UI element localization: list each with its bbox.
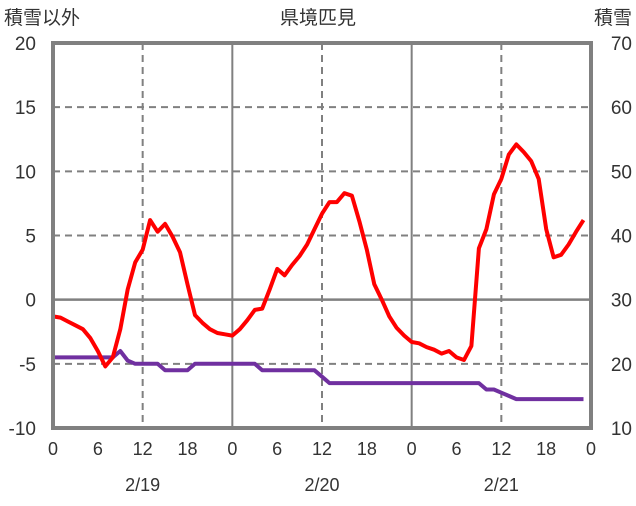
x-tick-label: 0	[586, 439, 596, 459]
x-tick-label: 0	[227, 439, 237, 459]
left-tick-label: 15	[15, 98, 36, 119]
chart-title: 県境匹見	[280, 7, 356, 29]
right-tick-label: 30	[611, 291, 632, 312]
x-tick-label: 12	[133, 439, 153, 459]
left-axis-label: 積雪以外	[4, 7, 80, 29]
x-tick-label: 18	[357, 439, 377, 459]
x-tick-label: 12	[491, 439, 511, 459]
x-tick-label: 0	[407, 439, 417, 459]
left-tick-label: -10	[9, 419, 36, 440]
series-layer	[52, 142, 586, 402]
x-tick-label: 18	[177, 439, 197, 459]
left-tick-label: 10	[15, 162, 36, 183]
left-tick-label: 0	[25, 291, 36, 312]
right-tick-label: 70	[611, 34, 632, 55]
right-tick-label: 40	[611, 227, 632, 248]
x-tick-label: 0	[48, 439, 58, 459]
x-tick-label: 6	[451, 439, 461, 459]
right-tick-label: 20	[611, 355, 632, 376]
x-tick-label: 12	[312, 439, 332, 459]
x-tick-label: 6	[272, 439, 282, 459]
series-line-snow-depth	[53, 349, 584, 402]
series-line-non-snow	[52, 142, 586, 369]
left-tick-label: 20	[15, 34, 36, 55]
x-tick-label: 6	[93, 439, 103, 459]
right-axis-label: 積雪	[594, 7, 632, 29]
plot-border	[51, 41, 593, 430]
right-tick-label: 50	[611, 162, 632, 183]
x-tick-label: 18	[536, 439, 556, 459]
left-tick-label: -5	[19, 355, 36, 376]
date-label: 2/20	[304, 475, 339, 495]
date-label: 2/19	[125, 475, 160, 495]
right-tick-label: 10	[611, 419, 632, 440]
right-tick-label: 60	[611, 98, 632, 119]
grid	[53, 43, 591, 428]
left-tick-label: 5	[25, 227, 36, 248]
date-label: 2/21	[484, 475, 519, 495]
